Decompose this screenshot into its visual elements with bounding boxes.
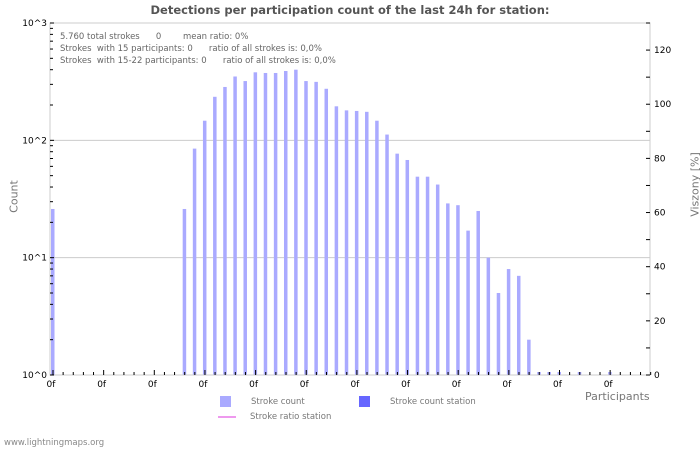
legend-stroke-ratio-station: Stroke ratio station bbox=[218, 412, 331, 422]
legend-stroke-count-station: Stroke count station bbox=[359, 396, 476, 407]
left-tick-label: 10^0 bbox=[22, 371, 47, 381]
bar bbox=[506, 269, 511, 375]
bars bbox=[51, 69, 612, 376]
bar bbox=[486, 257, 491, 375]
bar bbox=[324, 88, 329, 375]
left-axis: 10^0 10^1 10^2 10^3 bbox=[22, 19, 54, 381]
legend-swatch-stroke-count bbox=[220, 396, 231, 407]
x-tick-label: 0f bbox=[553, 380, 563, 390]
grid-lines bbox=[50, 139, 650, 259]
bar bbox=[385, 134, 389, 375]
legend-stroke-count: Stroke count bbox=[220, 396, 305, 407]
bar bbox=[446, 203, 450, 375]
bar bbox=[496, 292, 501, 375]
legend-swatch-stroke-ratio-station bbox=[218, 416, 236, 418]
x-tick-label: 0f bbox=[47, 380, 57, 390]
right-tick-label: 100 bbox=[654, 100, 671, 110]
right-axis: 0 20 40 60 80 100 120 bbox=[646, 22, 671, 381]
bar bbox=[263, 72, 268, 375]
bar bbox=[334, 106, 339, 375]
bar bbox=[405, 159, 410, 375]
bar bbox=[527, 339, 531, 375]
x-tick-label: 0f bbox=[198, 380, 208, 390]
x-axis: 0f 0f 0f 0f 0f 0f 0f 0f 0f 0f 0f 0f bbox=[47, 370, 652, 390]
y-axis-right-label: Viszony [%] bbox=[688, 152, 700, 217]
plot-frame bbox=[49, 22, 651, 376]
y-axis-left-label: Count bbox=[7, 180, 21, 213]
right-tick-label: 20 bbox=[654, 317, 666, 327]
legend-label-stroke-ratio-station: Stroke ratio station bbox=[250, 412, 332, 422]
bar bbox=[456, 205, 460, 375]
info-total-strokes: 5.760 total strokes 0 mean ratio: 0% bbox=[60, 32, 249, 42]
x-tick-label: 0f bbox=[148, 380, 158, 390]
bar bbox=[435, 184, 440, 375]
bar bbox=[294, 69, 298, 376]
left-tick-label: 10^3 bbox=[22, 19, 47, 29]
right-tick-label: 0 bbox=[654, 371, 660, 381]
bar bbox=[233, 76, 237, 375]
legend-swatch-stroke-count-station bbox=[359, 396, 370, 407]
bar bbox=[466, 230, 470, 375]
bar bbox=[425, 176, 430, 375]
x-axis-label: Participants bbox=[585, 390, 650, 403]
right-tick-label: 120 bbox=[654, 46, 671, 56]
x-tick-label: 0f bbox=[300, 380, 310, 390]
bar bbox=[243, 81, 247, 375]
bar bbox=[395, 153, 399, 375]
bar bbox=[476, 210, 480, 375]
legend-label-stroke-count: Stroke count bbox=[251, 396, 305, 407]
legend-label-stroke-count-station: Stroke count station bbox=[390, 396, 476, 407]
footer-site-link[interactable]: www.lightningmaps.org bbox=[4, 438, 105, 448]
right-tick-label: 60 bbox=[654, 209, 666, 219]
bar bbox=[253, 72, 258, 375]
bar bbox=[213, 96, 217, 375]
x-tick-label: 0f bbox=[452, 380, 462, 390]
bar bbox=[354, 110, 359, 376]
x-tick-label: 0f bbox=[249, 380, 259, 390]
x-tick-label: 0f bbox=[604, 380, 614, 390]
x-tick-label: 0f bbox=[502, 380, 512, 390]
bar bbox=[192, 148, 197, 375]
bar bbox=[273, 72, 278, 375]
bar bbox=[182, 208, 187, 375]
bar bbox=[516, 275, 521, 375]
bar bbox=[223, 86, 227, 375]
bar bbox=[375, 120, 379, 375]
bar bbox=[365, 111, 369, 376]
left-tick-label: 10^2 bbox=[22, 136, 47, 146]
right-tick-label: 80 bbox=[654, 154, 666, 164]
left-tick-label: 10^1 bbox=[22, 254, 47, 264]
info-15-participants: Strokes with 15 participants: 0 ratio of… bbox=[60, 44, 322, 54]
bar bbox=[415, 176, 420, 375]
right-tick-label: 40 bbox=[654, 263, 666, 273]
bar bbox=[51, 208, 55, 375]
bar bbox=[344, 110, 349, 376]
x-tick-label: 0f bbox=[350, 380, 360, 390]
info-15-22-participants: Strokes with 15-22 participants: 0 ratio… bbox=[60, 56, 336, 66]
x-tick-label: 0f bbox=[97, 380, 107, 390]
bar bbox=[314, 81, 318, 375]
bar bbox=[202, 120, 207, 375]
bar bbox=[283, 70, 288, 375]
x-tick-label: 0f bbox=[401, 380, 411, 390]
chart-title: Detections per participation count of th… bbox=[150, 3, 550, 17]
bar bbox=[304, 81, 308, 375]
